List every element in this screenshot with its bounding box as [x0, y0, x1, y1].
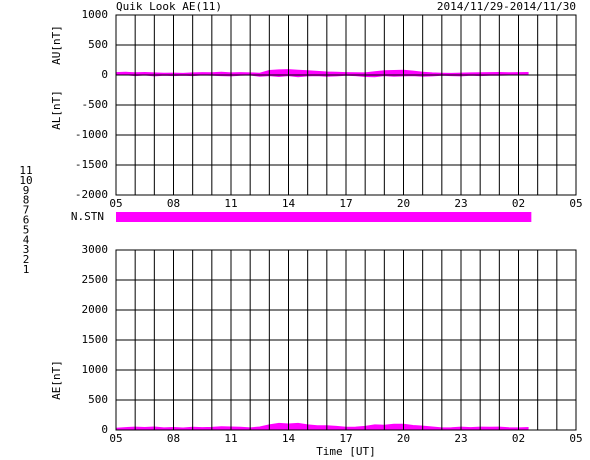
y-tick-label: 0: [101, 68, 108, 81]
y-tick-label: 0: [101, 423, 108, 436]
y-axis-label: AL[nT]: [50, 90, 63, 130]
station-legend-label: 7: [23, 204, 30, 217]
station-legend-label: 4: [23, 233, 30, 246]
x-tick-label: 11: [224, 197, 237, 210]
data-area: [115, 69, 529, 76]
y-tick-label: 1000: [82, 8, 109, 21]
y-axis-label: AE[nT]: [50, 360, 63, 400]
station-legend-label: 8: [23, 194, 30, 207]
station-bar: [116, 212, 532, 222]
station-legend-label: 3: [23, 243, 30, 256]
x-tick-label: 05: [109, 197, 122, 210]
y-tick-label: -500: [82, 98, 109, 111]
y-tick-label: 1000: [82, 363, 109, 376]
y-axis-label: AU[nT]: [50, 25, 63, 65]
station-legend-label: 2: [23, 253, 30, 266]
x-tick-label: 08: [167, 197, 180, 210]
station-legend-label: 1: [23, 263, 30, 276]
x-tick-label: 14: [282, 432, 296, 445]
date-range: 2014/11/29-2014/11/30: [437, 0, 576, 13]
x-tick-label: 14: [282, 197, 296, 210]
station-legend-label: 6: [23, 214, 30, 227]
y-tick-label: 1500: [82, 333, 109, 346]
y-tick-label: 2500: [82, 273, 109, 286]
x-tick-label: 02: [512, 197, 525, 210]
x-axis-label: Time [UT]: [316, 445, 376, 458]
station-legend-label: 11: [19, 164, 32, 177]
y-tick-label: 3000: [82, 243, 109, 256]
x-tick-label: 17: [339, 197, 352, 210]
station-legend-label: 5: [23, 223, 30, 236]
chart-title: Quik Look AE(11): [116, 0, 222, 13]
y-tick-label: -2000: [75, 188, 108, 201]
y-tick-label: -1000: [75, 128, 108, 141]
x-tick-label: 11: [224, 432, 237, 445]
plot-frame: [115, 249, 577, 431]
x-tick-label: 02: [512, 432, 525, 445]
x-tick-label: 05: [569, 197, 582, 210]
x-tick-label: 08: [167, 432, 180, 445]
timeline-label: N.STN: [71, 210, 104, 223]
x-tick-label: 17: [339, 432, 352, 445]
x-tick-label: 05: [569, 432, 582, 445]
data-area: [115, 422, 529, 431]
y-tick-label: -1500: [75, 158, 108, 171]
y-tick-label: 500: [88, 38, 108, 51]
x-tick-label: 23: [454, 432, 467, 445]
station-legend-label: 10: [19, 174, 32, 187]
plot-frame: [115, 14, 577, 196]
y-tick-label: 2000: [82, 303, 109, 316]
station-legend-label: 9: [23, 184, 30, 197]
x-tick-label: 20: [397, 432, 410, 445]
x-tick-label: 20: [397, 197, 410, 210]
y-tick-label: 500: [88, 393, 108, 406]
x-tick-label: 23: [454, 197, 467, 210]
x-tick-label: 05: [109, 432, 122, 445]
